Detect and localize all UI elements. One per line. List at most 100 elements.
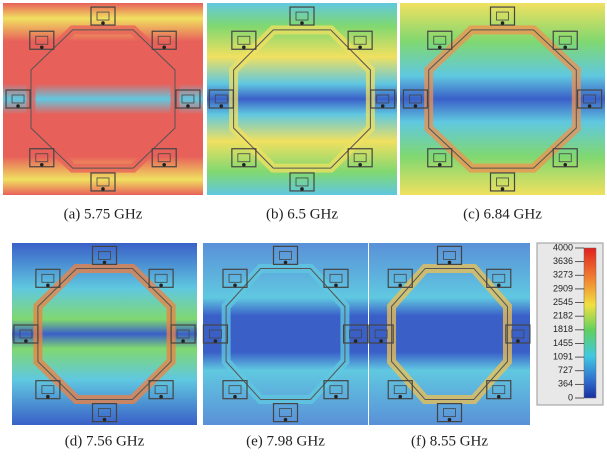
resonator-inner	[41, 273, 55, 283]
via	[334, 283, 338, 288]
resonator	[342, 324, 369, 344]
colorbar-tick-label: 1455	[553, 338, 573, 348]
via	[283, 260, 288, 265]
via	[213, 339, 218, 343]
via	[40, 162, 44, 167]
resonator	[222, 268, 248, 288]
field-map	[12, 243, 197, 425]
via	[159, 394, 163, 399]
via	[398, 394, 403, 399]
via	[358, 162, 362, 167]
field-panel	[202, 243, 369, 425]
panel-caption: (d) 7.56 GHz	[65, 433, 145, 449]
resonator-inner	[181, 94, 195, 104]
resonator-inner	[409, 94, 422, 104]
resonator	[576, 89, 603, 109]
resonator	[289, 6, 315, 26]
resonator-inner	[583, 94, 596, 104]
resonator-inner	[374, 329, 388, 339]
colorbar-tick-label: 2182	[553, 311, 573, 321]
resonator	[29, 148, 55, 168]
via	[500, 187, 505, 191]
colorbar-tick-label: 4000	[553, 242, 573, 252]
resonator-inner	[214, 94, 228, 104]
resonator-inner	[35, 35, 49, 45]
colorbar-tick-label: 1091	[553, 351, 573, 361]
resonator	[148, 380, 174, 400]
colorbar	[583, 247, 597, 399]
colorbar-tick-label: 2545	[553, 297, 573, 307]
resonator-inner	[228, 385, 242, 395]
resonator-inner	[154, 273, 168, 283]
via	[46, 283, 50, 288]
resonator	[489, 6, 516, 26]
resonator	[175, 89, 201, 109]
resonator-inner	[157, 35, 171, 45]
resonator-inner	[443, 250, 456, 260]
via	[233, 283, 237, 288]
via	[242, 162, 246, 167]
resonator	[552, 30, 578, 50]
resonator	[222, 380, 248, 400]
field-map	[400, 3, 605, 195]
resonator-inner	[433, 153, 447, 163]
resonator	[202, 324, 229, 344]
via	[181, 339, 185, 343]
resonator	[5, 89, 31, 109]
resonator	[436, 403, 463, 423]
resonator	[347, 30, 373, 50]
field-panel	[368, 243, 531, 425]
ring	[428, 29, 577, 169]
resonator-inner	[295, 177, 309, 187]
resonator	[35, 268, 61, 288]
resonator	[208, 89, 234, 109]
via	[219, 104, 224, 108]
via	[398, 283, 403, 288]
resonator	[427, 30, 453, 50]
via	[447, 260, 452, 265]
resonator	[151, 148, 177, 168]
resonator	[13, 324, 39, 344]
resonator	[505, 324, 531, 344]
resonator-inner	[41, 385, 55, 395]
via	[186, 104, 190, 108]
via	[300, 21, 304, 25]
colorbar-tick-label: 364	[558, 379, 573, 389]
resonator-inner	[11, 94, 25, 104]
resonator	[347, 148, 373, 168]
resonator-inner	[496, 177, 509, 187]
resonator-inner	[329, 385, 343, 395]
panel-caption: (c) 6.84 GHz	[463, 206, 542, 222]
resonator	[231, 30, 257, 50]
resonator-inner	[353, 153, 367, 163]
resonator	[489, 172, 516, 192]
resonator-inner	[279, 408, 292, 418]
resonator-inner	[209, 329, 222, 339]
resonator	[436, 245, 463, 265]
field-map	[207, 3, 397, 195]
resonator	[170, 324, 196, 344]
resonator	[387, 380, 413, 400]
resonator-inner	[98, 408, 111, 418]
resonator-inner	[237, 35, 251, 45]
via	[334, 394, 338, 399]
resonator-inner	[35, 153, 49, 163]
resonator	[151, 30, 177, 50]
resonator	[272, 245, 299, 265]
via	[516, 339, 520, 343]
resonator	[91, 245, 118, 265]
resonator-inner	[98, 250, 111, 260]
via	[300, 187, 304, 191]
resonator-inner	[393, 385, 407, 395]
resonator-inner	[353, 35, 367, 45]
via	[102, 417, 107, 422]
via	[587, 104, 592, 108]
panel-caption: (e) 7.98 GHz	[246, 433, 325, 449]
panel-caption: (a) 5.75 GHz	[64, 206, 143, 222]
resonator-inner	[393, 273, 407, 283]
via	[563, 45, 568, 50]
resonator	[289, 172, 315, 192]
panel-caption: (f) 8.55 GHz	[411, 433, 488, 449]
resonator-inner	[433, 35, 447, 45]
